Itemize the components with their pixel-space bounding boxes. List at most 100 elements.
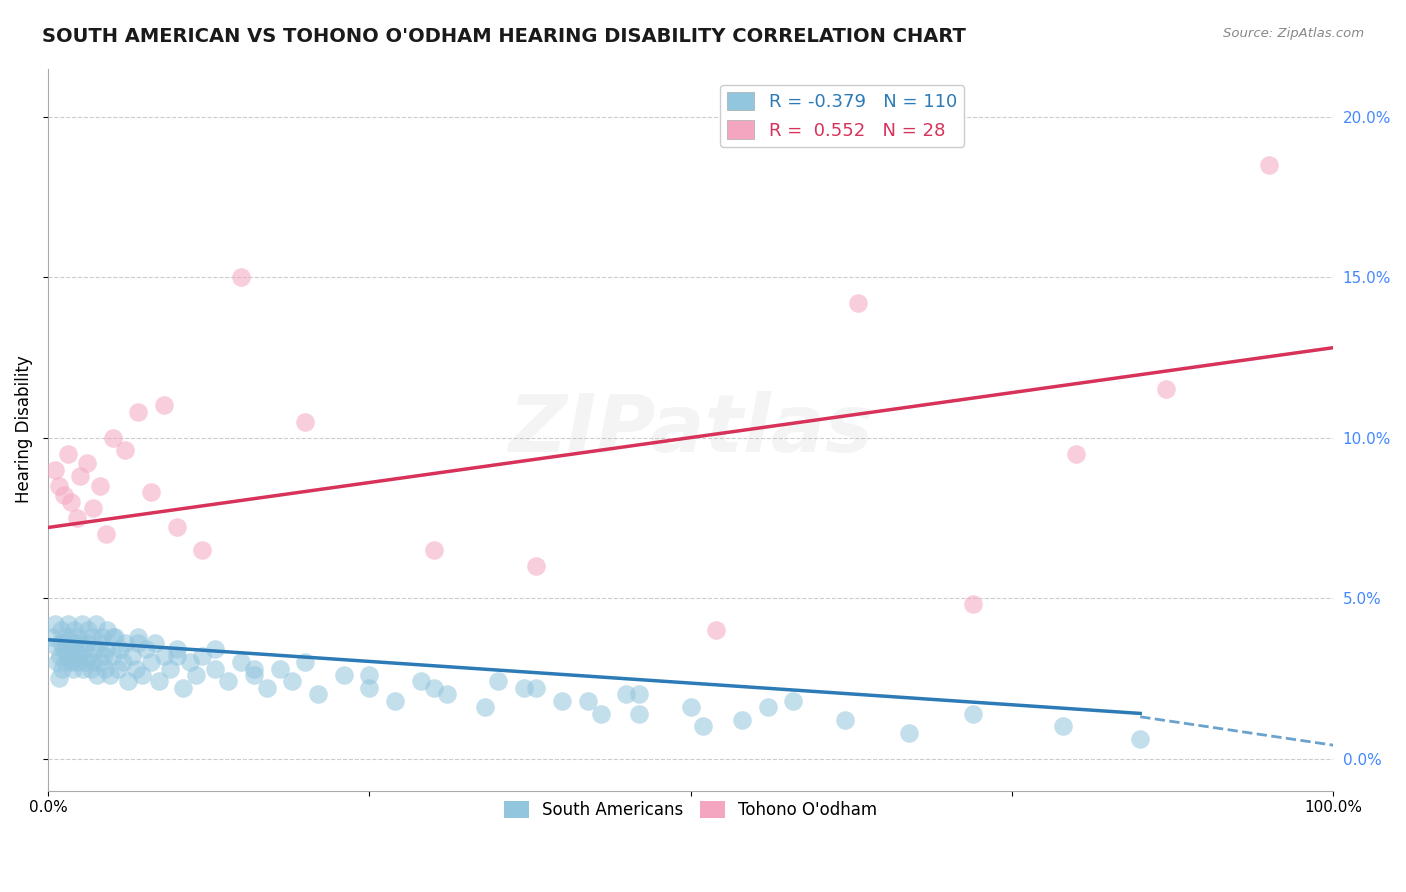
Point (45, 639, 67, 653)
Point (124, 662, 146, 676)
Point (66, 630, 89, 644)
Point (512, 681, 534, 695)
Point (107, 662, 129, 676)
Point (191, 542, 214, 557)
Point (49, 636, 72, 650)
Point (75, 655, 97, 669)
Point (474, 700, 496, 714)
Point (86, 668, 108, 682)
Point (679, 700, 702, 714)
Point (63, 623, 86, 637)
Point (526, 681, 548, 695)
Point (294, 415, 316, 429)
Point (191, 648, 214, 663)
Point (82, 501, 104, 516)
Point (166, 520, 188, 534)
Point (243, 662, 266, 676)
Point (229, 655, 252, 669)
Point (127, 636, 149, 650)
Point (551, 694, 574, 708)
Point (153, 399, 176, 413)
Point (48, 479, 70, 493)
Point (91, 630, 114, 644)
Point (41, 630, 63, 644)
Point (60, 495, 83, 509)
Point (77, 623, 100, 637)
Point (56, 447, 79, 461)
Point (117, 674, 139, 689)
Point (204, 662, 226, 676)
Point (1052, 719, 1074, 733)
Point (101, 648, 124, 663)
Point (79, 648, 101, 663)
Point (121, 648, 143, 663)
Legend: South Americans, Tohono O'odham: South Americans, Tohono O'odham (498, 794, 884, 826)
Point (83, 642, 105, 657)
Point (153, 648, 176, 663)
Point (73, 642, 96, 657)
Point (1129, 732, 1152, 747)
Point (49, 648, 72, 663)
Point (111, 655, 134, 669)
Point (692, 719, 714, 733)
Point (131, 668, 153, 682)
Point (58, 630, 80, 644)
Point (307, 687, 329, 701)
Point (101, 431, 124, 445)
Point (62, 662, 84, 676)
Point (281, 674, 304, 689)
Point (89, 479, 111, 493)
Point (269, 662, 291, 676)
Point (256, 681, 278, 695)
Point (79, 662, 101, 676)
Point (135, 642, 157, 657)
Point (52, 488, 75, 502)
Point (243, 668, 266, 682)
Point (409, 674, 432, 689)
Point (65, 655, 87, 669)
Point (52, 642, 75, 657)
Point (104, 630, 127, 644)
Point (53, 655, 76, 669)
Point (359, 681, 381, 695)
Point (166, 648, 188, 663)
Point (94, 527, 117, 541)
Point (628, 706, 651, 721)
Point (179, 655, 201, 669)
Point (962, 598, 984, 612)
Point (486, 674, 509, 689)
Point (589, 706, 612, 721)
Point (614, 687, 637, 701)
Point (53, 630, 76, 644)
Point (82, 655, 104, 669)
Point (110, 642, 132, 657)
Text: Source: ZipAtlas.com: Source: ZipAtlas.com (1223, 27, 1364, 40)
Point (229, 270, 252, 285)
Point (44, 463, 66, 477)
Point (422, 542, 444, 557)
Point (962, 706, 984, 721)
Point (65, 642, 87, 657)
Point (422, 681, 444, 695)
Point (89, 636, 111, 650)
Text: SOUTH AMERICAN VS TOHONO O'ODHAM HEARING DISABILITY CORRELATION CHART: SOUTH AMERICAN VS TOHONO O'ODHAM HEARING… (42, 27, 966, 45)
Point (756, 700, 779, 714)
Point (67, 648, 90, 663)
Point (56, 648, 79, 663)
Point (1064, 447, 1087, 461)
Point (526, 558, 548, 573)
Point (90, 655, 112, 669)
Point (148, 674, 170, 689)
Point (98, 668, 121, 682)
Point (359, 668, 381, 682)
Point (139, 485, 162, 500)
Point (49, 623, 72, 637)
Point (55, 636, 77, 650)
Point (143, 636, 166, 650)
Point (51, 662, 73, 676)
Point (60, 655, 83, 669)
Point (96, 623, 118, 637)
Point (172, 681, 194, 695)
Point (834, 713, 856, 727)
Point (114, 636, 136, 650)
